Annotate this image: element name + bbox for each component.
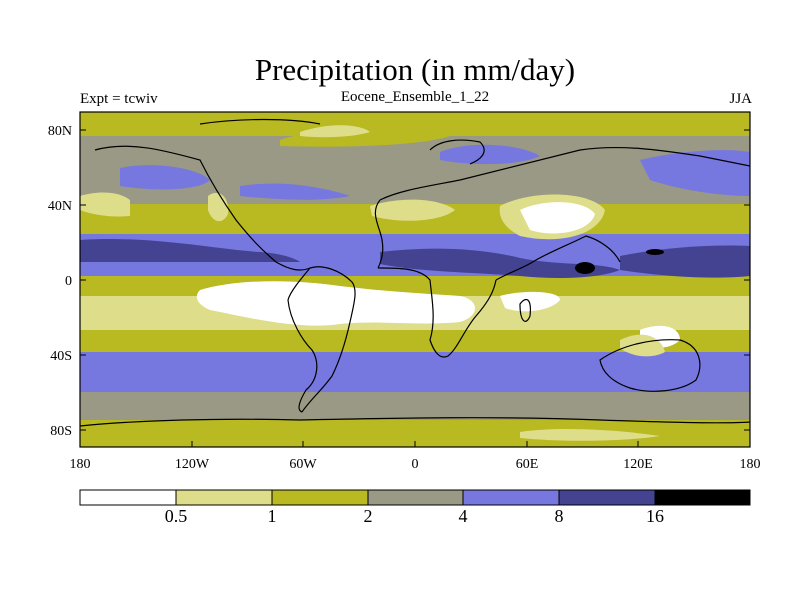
colorbar-label-16: 16 [646, 506, 664, 526]
colorbar-label-4: 4 [458, 506, 468, 526]
lon-label-60w: 60W [289, 457, 317, 472]
lon-label-120w: 120W [175, 457, 210, 472]
lon-label-60e: 60E [516, 457, 539, 472]
colorbar-swatch-7 [654, 489, 751, 506]
coastlines [80, 118, 750, 427]
colorbar-swatch-4 [367, 489, 464, 506]
colorbar-swatch-6 [558, 489, 656, 506]
ensemble-label: Eocene_Ensemble_1_22 [340, 89, 490, 105]
lat-label-40s: 40S [50, 349, 72, 364]
lat-label-80n: 80N [48, 124, 72, 139]
colorbar-swatch-3 [271, 489, 369, 506]
colorbar-swatch-5 [462, 489, 560, 506]
colorbar-label-2: 2 [363, 506, 373, 526]
axis-ticks [79, 129, 751, 447]
colorbar-label-1: 1 [267, 506, 277, 526]
lat-label-0: 0 [65, 274, 72, 289]
contour-fill [80, 112, 750, 447]
colorbar [79, 489, 751, 506]
lon-label-180e: 180 [740, 457, 761, 472]
colorbar-swatch-1 [79, 489, 177, 506]
lon-label-0: 0 [412, 457, 419, 472]
colorbar-swatch-2 [175, 489, 273, 506]
lat-label-80s: 80S [50, 424, 72, 439]
chart-title: Precipitation (in mm/day) [254, 52, 576, 87]
season-label: JJA [729, 91, 752, 107]
lon-label-180w: 180 [70, 457, 91, 472]
lat-label-40n: 40N [48, 199, 72, 214]
lon-label-120e: 120E [623, 457, 653, 472]
colorbar-label-8: 8 [554, 506, 564, 526]
colorbar-label-0-5: 0.5 [164, 506, 188, 526]
experiment-label: Expt = tcwiv [80, 91, 158, 107]
